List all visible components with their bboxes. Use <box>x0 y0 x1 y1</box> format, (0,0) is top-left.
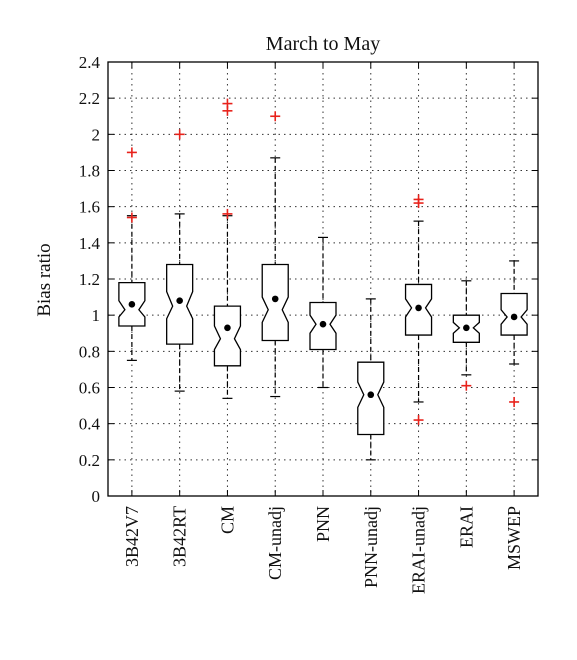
y-tick-label: 1.8 <box>79 162 100 181</box>
notched-box <box>357 361 385 436</box>
mean-marker <box>271 295 279 303</box>
box-MSWEP <box>500 260 528 407</box>
mean-marker <box>463 324 470 332</box>
y-axis-label: Bias ratio <box>34 243 55 316</box>
x-tick-label: 3B42V7 <box>122 506 142 567</box>
box-CM-unadj <box>261 111 289 398</box>
y-tick-label: 0.2 <box>79 451 100 470</box>
axis-layer: 0 0.2 0.4 0.6 0.8 1 1.2 1.4 1.6 1.8 2 2.2 2.4 3B42V7 3… <box>79 53 538 594</box>
box-ERAI <box>452 280 480 391</box>
box-CM <box>213 98 242 399</box>
x-tick-label: CM <box>217 506 237 534</box>
y-tick-label: 0.8 <box>79 342 100 361</box>
x-tick-label: PNN-unadj <box>361 506 381 588</box>
box-PNN <box>309 236 337 389</box>
box-3B42RT <box>166 129 194 392</box>
plot-frame <box>107 61 539 497</box>
notched-box <box>166 263 194 345</box>
outlier-marker <box>413 194 424 205</box>
outlier-marker <box>270 111 281 122</box>
outlier-marker <box>126 147 137 158</box>
x-tick-label: ERAI-unadj <box>409 506 429 594</box>
y-tick-label: 0 <box>92 487 101 506</box>
y-tick-label: 0.4 <box>79 415 101 434</box>
y-tick-label: 1 <box>92 306 101 325</box>
box-layer <box>118 98 528 461</box>
outlier-marker <box>222 208 233 219</box>
y-tick-label: 1.4 <box>79 234 101 253</box>
chart-title: March to May <box>266 33 380 55</box>
outlier-marker <box>413 415 424 426</box>
x-tick-label: ERAI <box>456 506 476 548</box>
x-tick-label: MSWEP <box>504 506 524 570</box>
y-tick-label: 1.2 <box>79 270 100 289</box>
y-tick-label: 1.6 <box>79 198 100 217</box>
y-tick-label: 0.6 <box>79 379 100 398</box>
y-tick-label: 2.4 <box>79 53 101 72</box>
mean-marker <box>128 301 136 308</box>
mean-marker <box>367 391 375 399</box>
mean-marker <box>510 313 518 321</box>
mean-marker <box>415 304 422 312</box>
outlier-marker <box>509 396 520 407</box>
mean-marker <box>176 297 183 305</box>
mean-marker <box>319 320 327 328</box>
notched-box <box>213 305 242 367</box>
x-tick-label: 3B42RT <box>170 506 190 567</box>
x-tick-label: CM-unadj <box>265 506 285 580</box>
outlier-marker <box>461 380 472 391</box>
box-ERAI-unadj <box>404 194 433 426</box>
mean-marker <box>224 324 231 332</box>
box-3B42V7 <box>118 147 146 361</box>
y-tick-label: 2 <box>92 125 101 144</box>
outlier-marker <box>222 98 233 109</box>
outlier-marker <box>126 212 137 223</box>
x-tick-label: PNN <box>313 506 333 542</box>
outlier-marker <box>174 129 185 140</box>
box-PNN-unadj <box>357 298 385 461</box>
y-tick-label: 2.2 <box>79 89 100 108</box>
notched-box <box>261 263 289 342</box>
